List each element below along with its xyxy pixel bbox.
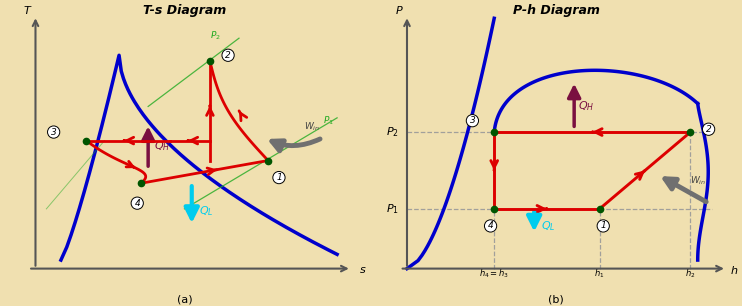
Text: $h_4= h_3$: $h_4= h_3$ bbox=[479, 267, 509, 280]
Text: 4: 4 bbox=[487, 222, 493, 230]
Text: $T$: $T$ bbox=[24, 4, 33, 16]
Text: 2: 2 bbox=[706, 125, 712, 134]
Text: $W_{in}$: $W_{in}$ bbox=[691, 174, 706, 187]
Text: 2: 2 bbox=[226, 51, 231, 60]
Text: $P_1$: $P_1$ bbox=[386, 202, 399, 216]
Text: P-h Diagram: P-h Diagram bbox=[513, 4, 600, 17]
Text: 4: 4 bbox=[134, 199, 140, 208]
Text: 3: 3 bbox=[470, 116, 476, 125]
Text: 1: 1 bbox=[276, 173, 282, 182]
Text: $Q_L$: $Q_L$ bbox=[199, 204, 214, 218]
Text: $Q_L$: $Q_L$ bbox=[542, 219, 556, 233]
Text: $P_2$: $P_2$ bbox=[386, 125, 399, 139]
Text: $h_1$: $h_1$ bbox=[594, 267, 605, 280]
Text: $h_2$: $h_2$ bbox=[685, 267, 696, 280]
Text: $P_2$: $P_2$ bbox=[210, 29, 221, 42]
Text: $h$: $h$ bbox=[730, 264, 738, 276]
Text: $W_{in}$: $W_{in}$ bbox=[304, 120, 321, 133]
Text: (b): (b) bbox=[548, 294, 564, 304]
Text: (a): (a) bbox=[177, 294, 192, 304]
Text: T-s Diagram: T-s Diagram bbox=[143, 4, 226, 17]
Text: 3: 3 bbox=[50, 128, 56, 136]
Text: $P$: $P$ bbox=[395, 4, 404, 16]
Text: $s$: $s$ bbox=[359, 265, 367, 275]
Text: $Q_H$: $Q_H$ bbox=[154, 139, 170, 153]
Text: 1: 1 bbox=[600, 222, 606, 230]
Text: $P_1$: $P_1$ bbox=[323, 114, 333, 127]
Text: $Q_H$: $Q_H$ bbox=[578, 99, 594, 113]
